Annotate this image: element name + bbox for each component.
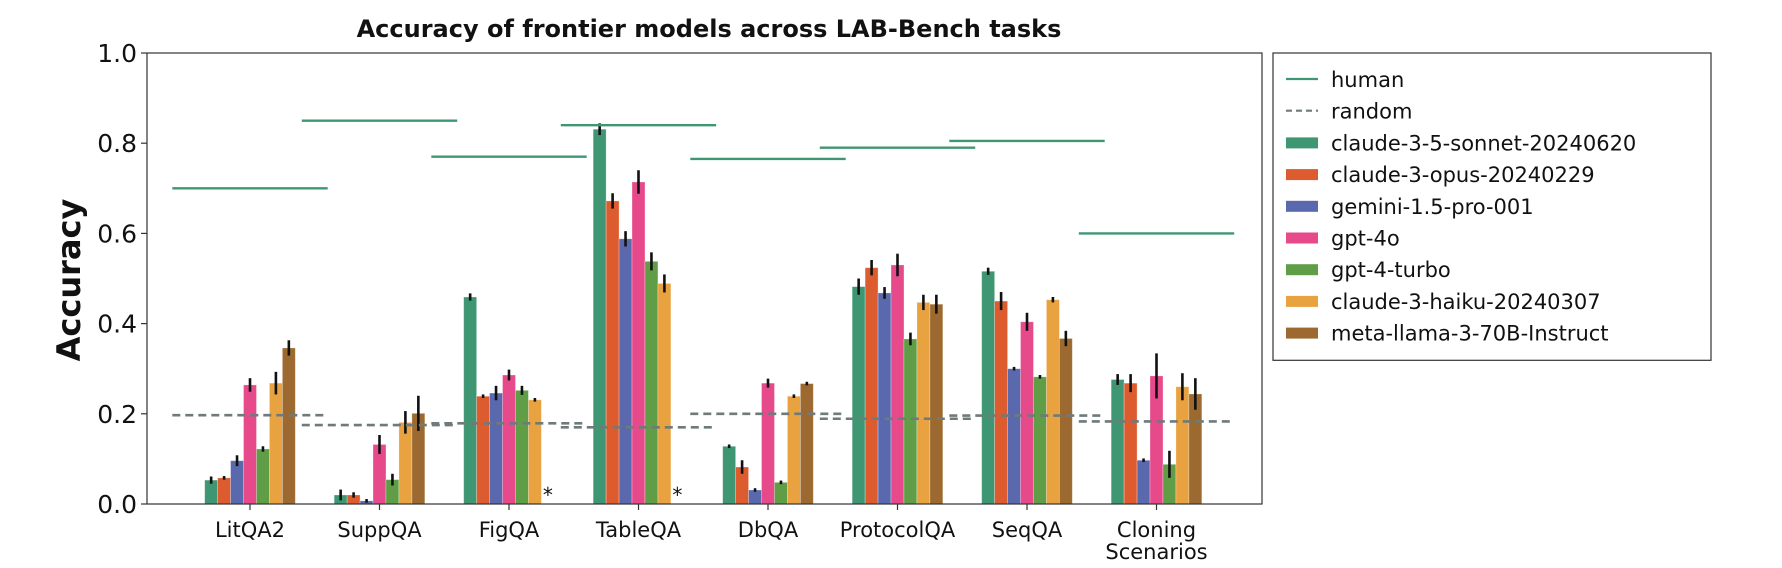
bar [657, 283, 672, 505]
y-tick-label: 0.6 [97, 219, 137, 248]
bar [994, 300, 1008, 505]
bar [644, 260, 659, 505]
y-tick-label: 0.4 [97, 310, 137, 339]
bar [864, 267, 879, 505]
y-tick-label: 0.0 [97, 490, 137, 519]
legend-label: claude-3-opus-20240229 [1331, 163, 1595, 187]
legend-swatch [1286, 232, 1318, 244]
bar [463, 296, 478, 505]
bar [528, 399, 542, 505]
legend-label: gpt-4-turbo [1331, 258, 1451, 282]
bar [1020, 321, 1034, 505]
bar [799, 383, 814, 505]
legend-swatch [1286, 137, 1318, 149]
y-tick-label: 0.2 [97, 400, 137, 429]
bar [929, 303, 944, 505]
legend-label: gpt-4o [1331, 227, 1400, 251]
bar [502, 374, 516, 505]
bar [217, 477, 231, 505]
bar [243, 384, 257, 505]
bar [877, 292, 892, 505]
x-tick-label: DbQA [738, 518, 799, 542]
legend-swatch [1286, 169, 1318, 181]
bar [890, 264, 905, 505]
bar [1007, 368, 1021, 505]
x-tick-label: TableQA [595, 518, 682, 542]
legend-label: random [1331, 100, 1412, 124]
plot-frame [146, 52, 1263, 505]
legend-swatch [1286, 327, 1318, 339]
x-tick-label: Cloning [1117, 518, 1196, 542]
legend-label: claude-3-haiku-20240307 [1331, 290, 1601, 314]
x-tick-label: LitQA2 [215, 518, 285, 542]
legend-label: gemini-1.5-pro-001 [1331, 195, 1534, 219]
bar [269, 382, 283, 505]
bar [748, 489, 762, 505]
x-tick-label: SuppQA [337, 518, 422, 542]
missing-marker: * [543, 483, 553, 507]
legend-swatch [1286, 200, 1318, 212]
bar [722, 445, 737, 505]
bar [1123, 382, 1138, 505]
legend-swatch [1286, 295, 1318, 307]
bar [489, 392, 503, 505]
bar [1136, 459, 1151, 505]
bar [1110, 379, 1125, 505]
bar [618, 238, 633, 505]
bar [476, 395, 490, 505]
y-tick-label: 0.8 [97, 129, 137, 158]
legend-label: human [1331, 68, 1404, 92]
y-tick-label: 1.0 [97, 39, 137, 68]
chart-title: Accuracy of frontier models across LAB-B… [357, 15, 1062, 43]
plot-area: * * 0.0 0.2 0.4 0.6 0.8 1.0 LitQA2 SuppQA FigQA Tab… [97, 39, 1263, 564]
legend-swatch [1286, 264, 1318, 276]
legend-label: meta-llama-3-70B-Instruct [1331, 322, 1609, 346]
bar [592, 128, 607, 505]
legend-box [1272, 52, 1712, 361]
bar [787, 395, 801, 505]
bar [281, 347, 296, 505]
bar [851, 286, 866, 505]
y-axis-label: Accuracy [50, 199, 88, 362]
bar [981, 270, 996, 505]
bar [605, 200, 620, 505]
x-tick-label: ProtocolQA [840, 518, 956, 542]
bar [515, 389, 529, 505]
legend: human random claude-3-5-sonnet-20240620 cla… [1272, 52, 1712, 361]
x-tick-label: Scenarios [1105, 540, 1207, 564]
bar [1046, 299, 1060, 505]
bar [631, 181, 646, 505]
x-tick-label: FigQA [479, 518, 540, 542]
legend-label: claude-3-5-sonnet-20240620 [1331, 131, 1636, 155]
bar [230, 460, 244, 505]
bar [774, 481, 788, 505]
bar [916, 302, 931, 505]
bar [1188, 393, 1203, 505]
bar [1175, 386, 1190, 505]
bar [256, 448, 270, 505]
x-tick-label: SeqQA [992, 518, 1063, 542]
bar [903, 338, 918, 505]
missing-marker: * [672, 483, 682, 507]
bar [398, 421, 413, 505]
bar [1058, 338, 1073, 505]
bar [761, 382, 775, 505]
bar [1033, 376, 1047, 505]
